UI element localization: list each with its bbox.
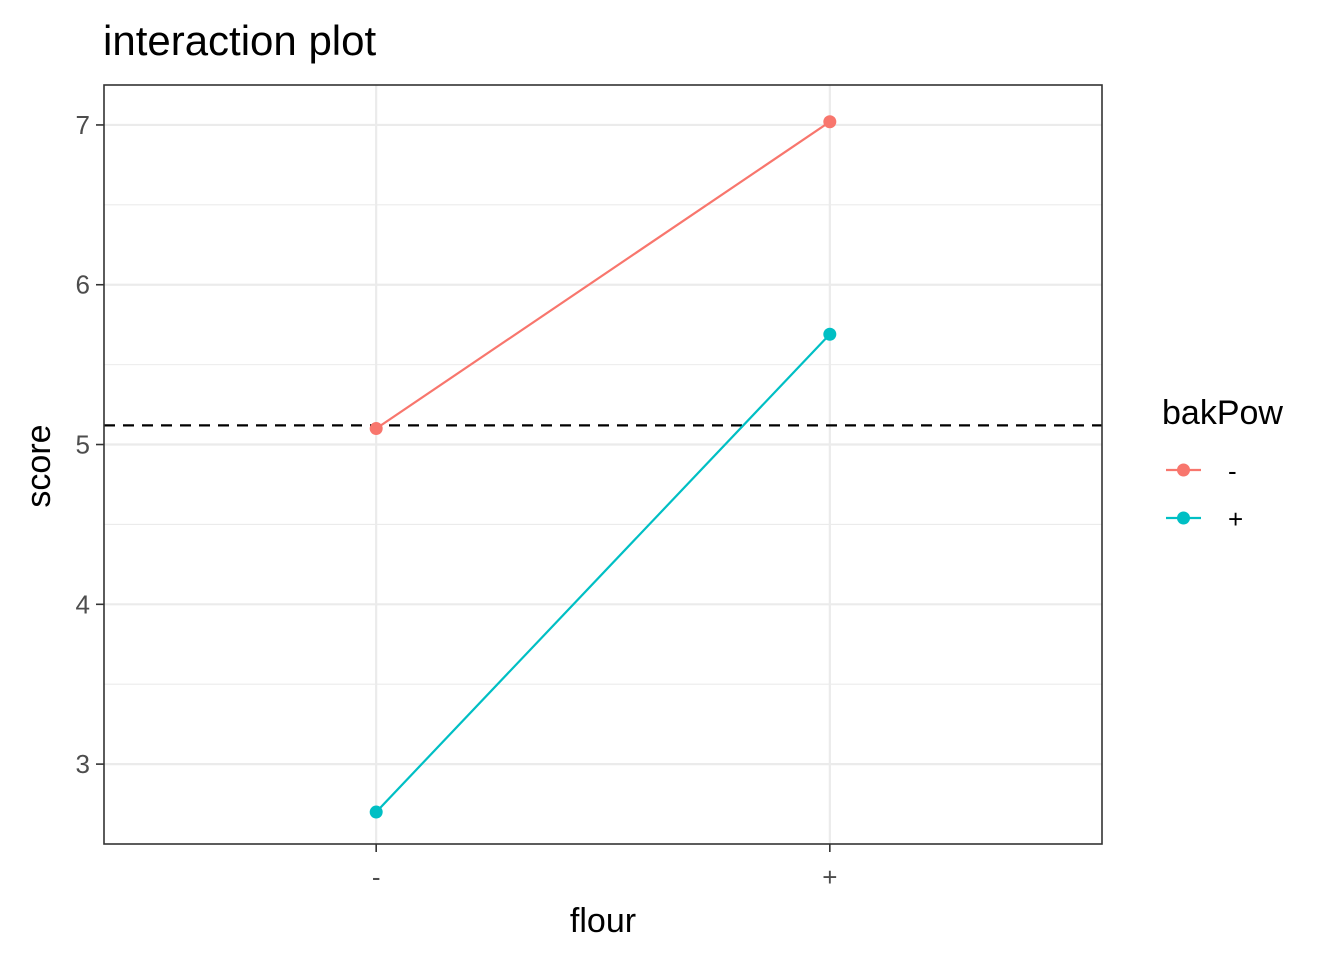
legend-label: -	[1228, 456, 1237, 486]
y-axis-title: score	[20, 424, 58, 507]
data-point	[823, 327, 837, 341]
x-tick-label: +	[822, 862, 837, 892]
y-tick-label: 6	[76, 270, 90, 300]
legend-title: bakPow	[1162, 394, 1283, 432]
plot-panel-border	[103, 84, 1103, 845]
legend-key-point	[1177, 463, 1190, 477]
legend: bakPow - +	[1162, 394, 1283, 534]
y-tick-label: 3	[76, 749, 90, 779]
y-tick-label: 4	[76, 589, 90, 619]
series-line	[375, 120, 831, 430]
y-tick-label: 7	[76, 110, 90, 140]
chart-title: interaction plot	[103, 17, 376, 64]
legend-label: +	[1228, 504, 1243, 534]
plot-panel-background	[104, 85, 1102, 844]
x-axis-title: flour	[570, 902, 636, 940]
x-axis: - +	[372, 844, 837, 892]
x-tick-label: -	[372, 862, 381, 892]
series-line	[375, 333, 831, 813]
y-axis: 3 4 5 6 7	[76, 110, 104, 779]
series-group	[369, 115, 837, 819]
data-point	[369, 422, 383, 436]
y-tick-label: 5	[76, 430, 90, 460]
gridlines	[104, 85, 1102, 844]
legend-key-point	[1177, 511, 1190, 525]
data-point	[369, 805, 383, 819]
data-point	[823, 115, 837, 129]
